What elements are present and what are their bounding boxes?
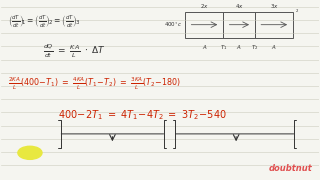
Text: $T_2$: $T_2$ — [252, 43, 259, 52]
Text: $^2$: $^2$ — [295, 8, 299, 14]
Bar — [185, 12, 223, 38]
Bar — [223, 12, 255, 38]
Text: doubtnut: doubtnut — [268, 165, 312, 174]
Text: $T_1$: $T_1$ — [220, 43, 227, 52]
Text: $400\!-\!2T_1\ =\ 4T_1\!-\!4T_2\ =\ 3T_2\!-\!540$: $400\!-\!2T_1\ =\ 4T_1\!-\!4T_2\ =\ 3T_2… — [59, 108, 227, 122]
Text: $4x$: $4x$ — [235, 2, 244, 10]
Text: $\left(\frac{dT}{dt}\right)_{\!1}$$ = $$\left(\frac{dT}{dt}\right)_{\!2}$$ = $$\: $\left(\frac{dT}{dt}\right)_{\!1}$$ = $$… — [8, 14, 80, 30]
Text: $\frac{2KA}{L}(400\!-\!T_1)\ =\ \frac{4KA}{L}(T_1\!-\!T_2)\ =\ \frac{3KA}{L}(T_2: $\frac{2KA}{L}(400\!-\!T_1)\ =\ \frac{4K… — [8, 76, 181, 92]
Bar — [255, 12, 293, 38]
Text: $A$: $A$ — [202, 43, 207, 51]
Text: $A$: $A$ — [236, 43, 242, 51]
Text: $A$: $A$ — [271, 43, 277, 51]
Text: $3x$: $3x$ — [270, 2, 279, 10]
Text: $400^{\circ}c$: $400^{\circ}c$ — [164, 20, 182, 29]
Text: $\frac{dQ}{dt}\ =\ \frac{KA}{L}\ \cdot\ \Delta T$: $\frac{dQ}{dt}\ =\ \frac{KA}{L}\ \cdot\ … — [43, 43, 106, 60]
Circle shape — [18, 146, 42, 159]
Text: $2x$: $2x$ — [200, 2, 209, 10]
